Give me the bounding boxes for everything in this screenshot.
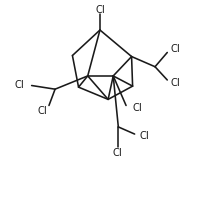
Text: Cl: Cl <box>140 131 150 141</box>
Text: Cl: Cl <box>171 44 181 54</box>
Text: Cl: Cl <box>14 80 24 90</box>
Text: Cl: Cl <box>38 106 48 116</box>
Text: Cl: Cl <box>112 148 122 158</box>
Text: Cl: Cl <box>132 103 142 112</box>
Text: Cl: Cl <box>95 5 105 15</box>
Text: Cl: Cl <box>171 78 181 88</box>
